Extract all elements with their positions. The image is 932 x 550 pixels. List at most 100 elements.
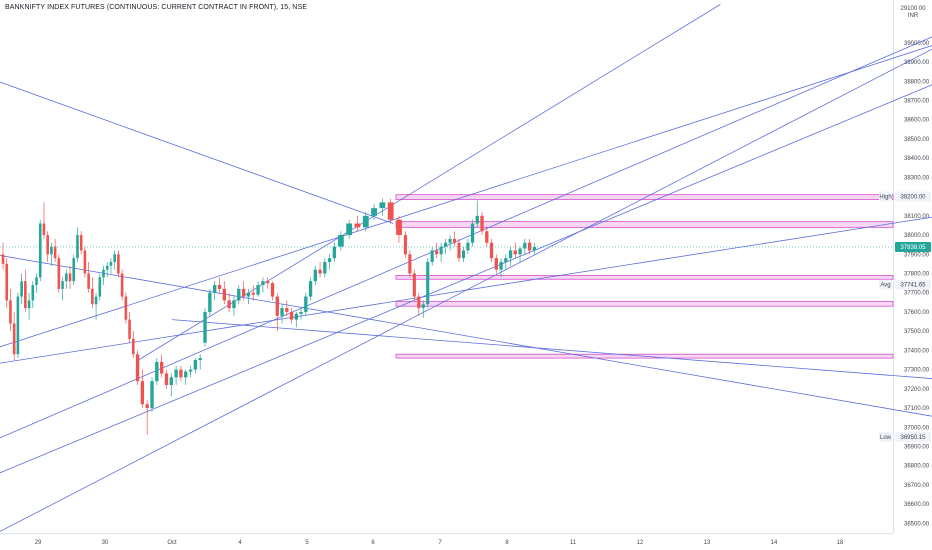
x-tick-label: 30 [102, 540, 109, 546]
y-tick-label: 37300.00 [904, 368, 930, 374]
candle-body [94, 296, 98, 305]
candle-body [304, 296, 308, 312]
candle-body [285, 308, 289, 312]
candle-body [308, 281, 313, 297]
candle-body [135, 354, 140, 382]
candle-body [280, 308, 284, 316]
candle-body [294, 313, 298, 320]
marker-side-badge [879, 191, 892, 202]
x-tick-label: 29 [35, 540, 42, 546]
candle-body [61, 281, 64, 289]
x-tick-label: Oct [167, 540, 177, 546]
y-tick-label: 37000.00 [904, 425, 930, 431]
candle-body [232, 300, 236, 309]
candle-body [470, 223, 475, 243]
candle-body [256, 285, 260, 295]
candle-body [76, 235, 79, 259]
candle-body [327, 258, 332, 262]
x-tick-label: 13 [704, 540, 711, 546]
candle-body [261, 281, 265, 286]
candle-body [251, 292, 255, 295]
candle-body [346, 223, 353, 236]
candle-body [113, 254, 116, 262]
candle-body [499, 261, 503, 270]
candle-body [5, 263, 9, 301]
marker-value-badge [895, 279, 931, 290]
currency-code: INR [907, 13, 919, 19]
x-tick-label: 11 [570, 540, 577, 546]
marker-value-label: 38200.00 [900, 195, 926, 201]
candle-body [87, 273, 90, 289]
candle-body [337, 235, 344, 247]
marker-side-badge [879, 431, 892, 442]
candle-body [72, 258, 76, 282]
candle-body [222, 288, 227, 301]
candle-body [9, 300, 12, 324]
y-tick-label: 38700.00 [904, 99, 930, 105]
trendline [171, 319, 932, 379]
candle-body [53, 246, 57, 259]
trendline [0, 255, 932, 417]
candle-body [102, 269, 105, 278]
candle-body [128, 319, 131, 339]
y-tick-label: 36900.00 [904, 445, 930, 451]
y-tick-label: 38100.00 [904, 214, 930, 220]
candle-body [421, 304, 425, 309]
currency-label: 29100.00 INR [896, 6, 930, 20]
candle-body [42, 223, 46, 236]
candle-body [83, 250, 87, 274]
x-tick-label: 12 [637, 540, 644, 546]
current-price-label: 37938.05 [900, 245, 926, 251]
horizontal-zone [395, 194, 894, 200]
candle-body [518, 248, 522, 255]
candle-body [68, 273, 72, 282]
trendline [0, 216, 932, 364]
candle-body [117, 254, 120, 274]
candle-body [270, 283, 275, 297]
candle-body [513, 250, 517, 255]
candle-body [91, 288, 94, 305]
candle-body [275, 296, 279, 316]
marker-value-badge [895, 191, 931, 202]
candle-body [217, 285, 222, 289]
candle-body [179, 369, 183, 378]
candle-body [362, 215, 369, 228]
candle-body [246, 292, 251, 297]
candle-body [237, 288, 241, 301]
candle-body [131, 338, 135, 355]
candle-body [504, 258, 508, 262]
candle-body [313, 269, 317, 282]
trendline [0, 81, 394, 224]
candle-body [299, 311, 303, 314]
y-tick-label: 36800.00 [904, 464, 930, 470]
candle-body [212, 285, 217, 293]
y-tick-label: 38900.00 [904, 60, 930, 66]
candle-body [38, 223, 42, 278]
candle-body [155, 361, 159, 382]
candle-body [489, 242, 494, 259]
x-tick-label: 18 [837, 540, 844, 546]
candle-body [124, 296, 128, 320]
candle-body [417, 296, 421, 309]
candle-body [35, 277, 38, 286]
candle-body [184, 371, 188, 378]
candle-body [145, 404, 149, 409]
candle-body [332, 246, 336, 259]
candle-body [457, 242, 461, 259]
candle-body [430, 250, 434, 262]
candle-body [485, 231, 489, 243]
y-tick-label: 38500.00 [904, 137, 930, 143]
candle-body [169, 377, 173, 385]
candle-body [109, 261, 113, 266]
candle-body [98, 277, 102, 297]
marker-side-label: High [879, 195, 891, 201]
candle-body [174, 369, 178, 378]
candle-body [371, 208, 377, 216]
candle-body [354, 223, 361, 228]
y-tick-label: 38000.00 [904, 233, 930, 239]
candle-body [31, 285, 35, 301]
candle-body [150, 381, 154, 409]
y-tick-label: 36700.00 [904, 483, 930, 489]
candle-body [379, 202, 386, 209]
